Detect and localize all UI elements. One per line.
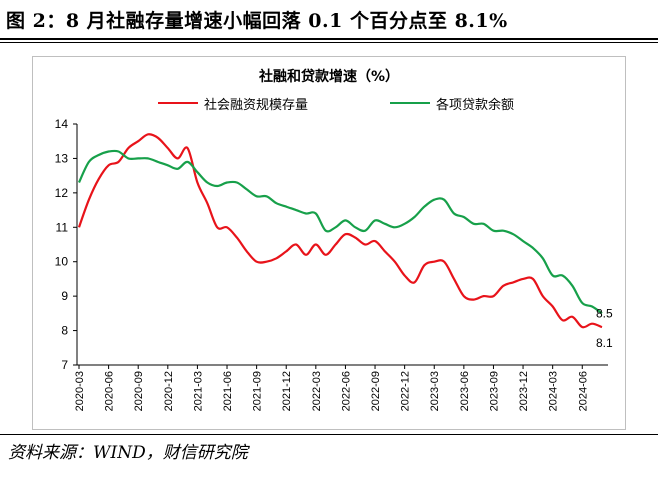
series-line-loans [78, 149, 603, 315]
end-label-social-financing: 8.1 [596, 336, 613, 350]
x-tick-label: 2024-06 [577, 371, 589, 411]
title-top-rule [0, 38, 658, 40]
x-tick-label: 2021-09 [252, 371, 264, 411]
chart-frame [32, 56, 626, 430]
x-tick-label: 2023-03 [429, 371, 441, 411]
y-tick-label: 7 [61, 358, 68, 372]
legend-item-loans: 各项贷款余额 [390, 94, 515, 113]
legend-label-loans: 各项贷款余额 [436, 97, 515, 113]
legend-swatch-social-financing [158, 102, 198, 104]
y-tick-label: 9 [61, 289, 68, 303]
figure-title: 图 2：8 月社融存量增速小幅回落 0.1 个百分点至 8.1% [6, 10, 508, 32]
x-tick-label: 2022-12 [400, 371, 412, 411]
x-tick-label: 2021-06 [222, 371, 234, 411]
x-tick-label: 2020-12 [163, 371, 175, 411]
x-tick-label: 2023-09 [488, 371, 500, 411]
title-bottom-rule [0, 42, 658, 43]
x-tick-label: 2021-12 [281, 371, 293, 411]
source-note: 资料来源：WIND，财信研究院 [8, 443, 248, 463]
x-tick-label: 2022-06 [340, 371, 352, 411]
x-tick-label: 2022-03 [311, 371, 323, 411]
legend-item-social-financing: 社会融资规模存量 [158, 94, 309, 113]
series-line-social-financing [77, 133, 603, 329]
y-tick-label: 11 [56, 220, 69, 234]
x-tick-label: 2020-09 [133, 371, 145, 411]
x-tick-label: 2022-09 [370, 371, 382, 411]
x-tick-label: 2023-06 [459, 371, 471, 411]
y-tick-label: 8 [61, 324, 68, 338]
x-tick-label: 2020-06 [104, 371, 116, 411]
source-top-rule [0, 434, 658, 435]
x-tick-label: 2020-03 [74, 371, 86, 411]
legend-swatch-loans [390, 102, 430, 104]
x-tick-label: 2021-03 [192, 371, 204, 411]
y-tick-label: 14 [55, 117, 69, 131]
legend-label-social-financing: 社会融资规模存量 [204, 97, 309, 113]
x-tick-label: 2023-12 [518, 371, 530, 411]
end-label-loans: 8.5 [596, 306, 613, 320]
x-tick-label: 2024-03 [548, 371, 560, 411]
y-tick-label: 10 [55, 255, 69, 269]
chart-title: 社融和贷款增速（%） [258, 69, 400, 85]
y-tick-label: 12 [55, 186, 69, 200]
y-tick-label: 13 [55, 151, 69, 165]
